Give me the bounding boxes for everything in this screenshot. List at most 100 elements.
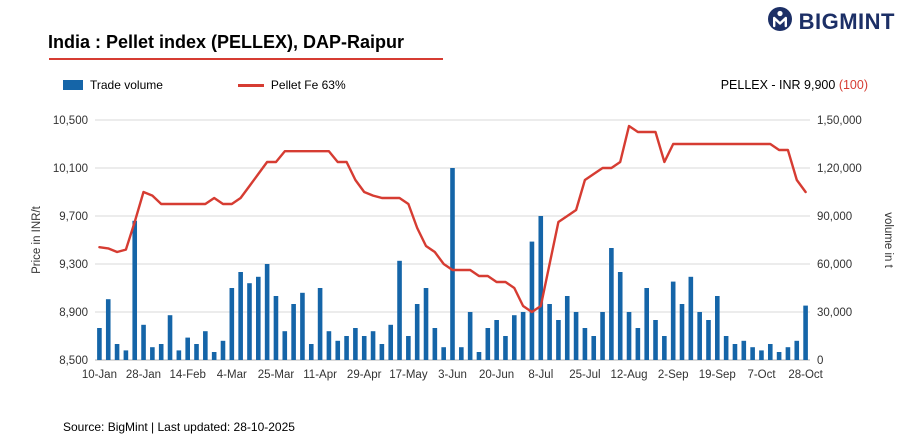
volume-bar [256,276,261,360]
x-axis-tick-label: 25-Mar [258,369,295,381]
volume-bar [194,344,199,360]
brand-name: BIGMINT [798,8,895,34]
volume-bar [511,315,517,360]
left-axis-tick-label: 8,900 [59,307,88,319]
x-axis-tick-label: 28-Oct [788,369,823,381]
volume-bar [132,220,138,360]
volume-bar [441,347,446,360]
trade-volume-swatch-icon [63,80,83,90]
volume-bar [582,328,588,360]
volume-bar [670,281,676,360]
volume-bar [723,336,729,360]
volume-bar [273,296,279,360]
volume-bar [794,340,800,360]
volume-bar [494,320,499,360]
right-axis-title: volume in t [882,212,894,268]
volume-bar [247,283,252,360]
left-axis-tick-label: 8,500 [59,355,88,367]
volume-bar [291,304,296,360]
x-axis-tick-label: 4-Mar [217,369,247,381]
volume-bar [459,347,464,360]
legend: Trade volume Pellet Fe 63% PELLEX - INR … [63,78,868,92]
volume-bar [688,276,694,360]
volume-bar [335,340,341,360]
source-note: Source: BigMint | Last updated: 28-10-20… [63,420,295,434]
pellet-fe-swatch-icon [237,83,264,87]
left-axis-title: Price in INR/t [31,205,43,274]
volume-bar [644,288,649,360]
right-axis-tick-label: 1,50,000 [817,115,862,127]
volume-bar [609,248,614,360]
volume-bar [203,331,208,360]
pellex-change: (100) [838,78,868,92]
right-axis-tick-label: 60,000 [817,259,852,271]
x-axis-tick-label: 19-Sep [699,369,736,381]
volume-bar [503,336,508,360]
pellet-fe-label: Pellet Fe 63% [270,78,346,92]
volume-bar [326,331,332,360]
x-axis-tick-label: 7-Oct [747,369,776,381]
volume-bar [662,336,667,360]
title-underline [49,58,443,60]
volume-bar [635,328,641,360]
volume-bar [176,350,182,360]
volume-bar [238,272,243,360]
price-line [98,124,807,314]
volume-bar [706,320,711,360]
bigmint-icon [767,6,793,37]
legend-item-pellet-fe: Pellet Fe 63% [237,78,346,92]
volume-bar [715,296,720,360]
volume-bar [759,350,764,360]
left-axis-tick-label: 10,500 [53,115,88,127]
volume-bar [388,324,394,360]
volume-bar [476,352,482,360]
volume-bar [653,320,658,360]
volume-bar [556,320,561,360]
volume-bar [803,305,808,360]
trade-volume-label: Trade volume [90,78,163,92]
volume-bar [379,344,385,360]
volume-bar [300,292,305,360]
volume-bar [141,324,146,360]
x-axis-tick-label: 10-Jan [82,369,117,381]
volume-bar [414,304,420,360]
right-axis-tick-label: 90,000 [817,211,852,223]
x-axis-tick-label: 12-Aug [610,369,647,381]
volume-bar [114,344,120,360]
x-axis-tick-label: 11-Apr [303,369,337,381]
volume-bar [150,347,155,360]
volume-bar [485,328,491,360]
volume-bar [432,328,438,360]
volume-bar [264,264,270,360]
right-axis-tick-label: 0 [817,355,823,367]
volume-bar [697,312,702,360]
x-axis-tick-label: 29-Apr [347,369,382,381]
volume-bar [353,328,358,360]
volume-bar [529,241,535,360]
volume-bar [776,352,782,360]
volume-bar [282,331,288,360]
volume-bar [229,288,235,360]
right-axis-tick-label: 30,000 [817,307,852,319]
pellex-current-value: PELLEX - INR 9,900 (100) [721,78,868,92]
volume-bar [185,337,190,360]
volume-bar [123,350,129,360]
volume-bar [564,296,570,360]
volume-bar [600,312,605,360]
right-axis-tick-label: 1,20,000 [817,163,862,175]
volume-bar [344,336,349,360]
volume-bar [158,344,164,360]
volume-bar [617,272,623,360]
x-axis-tick-label: 25-Jul [569,369,600,381]
volume-bar [741,340,747,360]
volume-bar [406,336,411,360]
volume-bar [750,347,755,360]
volume-bar [520,312,526,360]
volume-bar [626,312,632,360]
price-volume-chart: 8,500 0 8,900 30,000 9,300 60,000 9,700 90,000 1… [0,100,911,400]
volume-bar [767,344,773,360]
left-axis-tick-label: 9,300 [59,259,88,271]
volume-bar [308,344,314,360]
volume-bar [211,352,217,360]
